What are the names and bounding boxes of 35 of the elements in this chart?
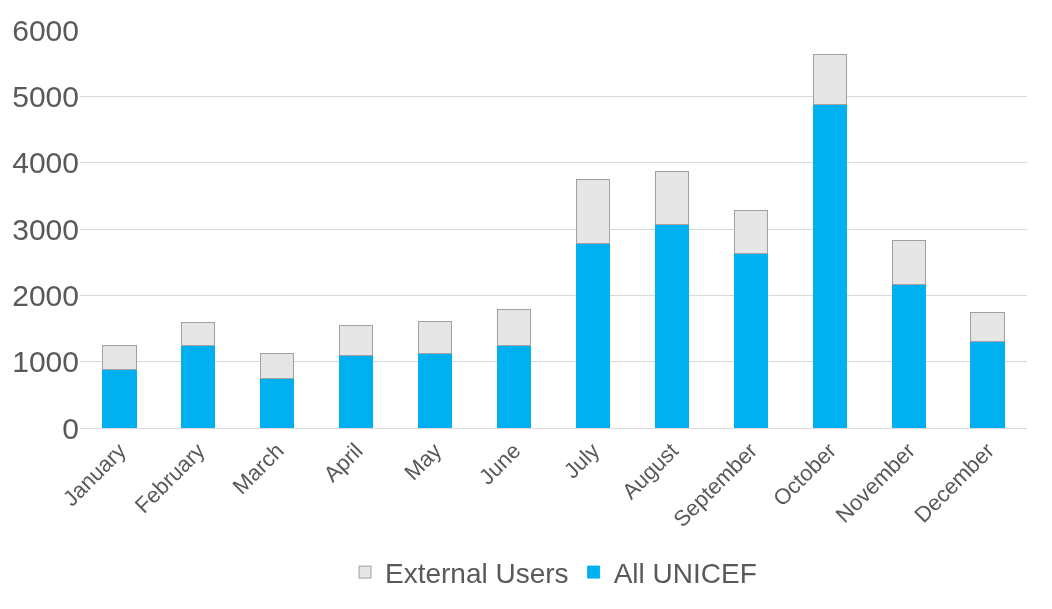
y-tick-label: 6000	[12, 13, 79, 47]
x-tick-label: May	[399, 438, 447, 486]
bar	[496, 309, 532, 347]
bar	[733, 209, 768, 255]
legend-label: All UNICEF	[613, 558, 757, 590]
bar	[654, 170, 689, 225]
bar	[181, 322, 216, 347]
y-tick-label: 3000	[12, 212, 79, 246]
bar	[575, 179, 611, 245]
y-tick-label: 0	[62, 411, 79, 445]
bar	[575, 243, 611, 428]
y-tick-label: 2000	[12, 278, 79, 312]
bar	[970, 341, 1005, 428]
bar	[260, 378, 295, 428]
bar	[418, 352, 453, 428]
bar	[654, 223, 689, 428]
bar	[102, 345, 137, 371]
y-tick-label: 5000	[12, 79, 79, 113]
bar	[339, 324, 374, 357]
bar	[970, 312, 1005, 343]
bar	[339, 355, 374, 428]
bar	[812, 104, 847, 428]
bar	[102, 369, 137, 428]
bar	[496, 345, 532, 428]
y-tick-label: 1000	[12, 345, 79, 379]
bar	[260, 352, 295, 380]
bar	[181, 345, 216, 428]
bar	[891, 239, 926, 285]
bar	[733, 253, 768, 428]
bar	[418, 320, 453, 354]
legend-label: External Users	[385, 558, 569, 590]
x-tick-label: July	[558, 438, 605, 484]
y-tick-label: 4000	[12, 146, 79, 180]
bar	[891, 283, 926, 428]
bar	[812, 54, 847, 106]
